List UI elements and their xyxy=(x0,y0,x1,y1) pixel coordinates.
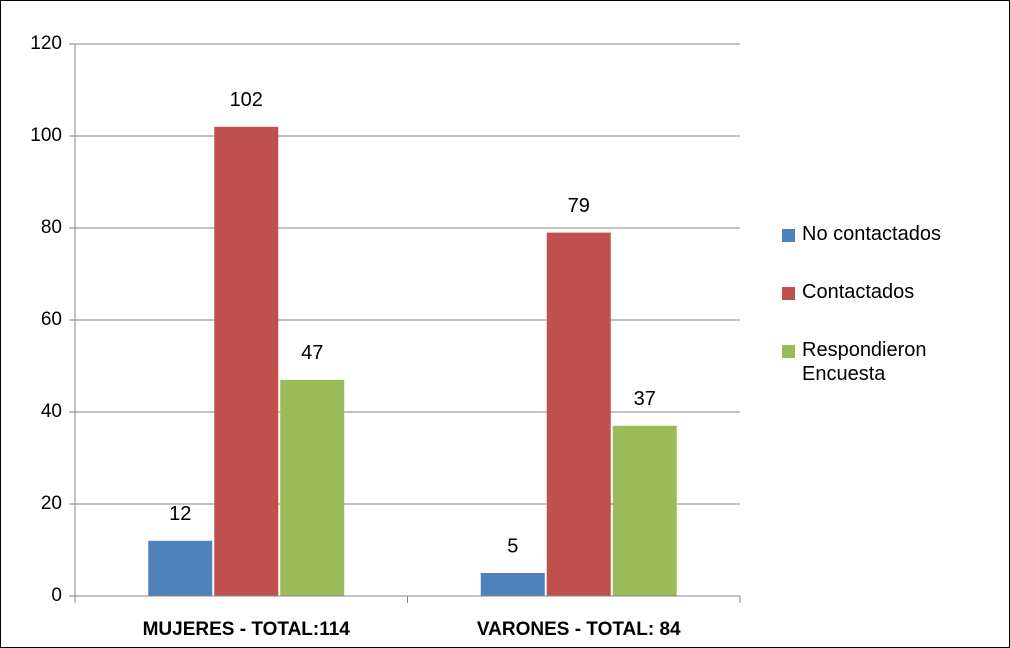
y-tick-label: 0 xyxy=(51,585,62,606)
value-label: 79 xyxy=(568,195,590,217)
legend-swatch xyxy=(782,287,795,300)
bar xyxy=(148,540,213,596)
legend-label: Contactados xyxy=(802,281,915,303)
legend-swatch xyxy=(782,229,795,242)
legend: No contactados Contactados Respondieron En… xyxy=(780,222,995,420)
value-label: 102 xyxy=(230,89,263,111)
value-label: 12 xyxy=(169,503,191,525)
x-tick-label: MUJERES - TOTAL:114 xyxy=(143,619,351,640)
y-tick-label: 120 xyxy=(30,33,62,54)
legend-item: Contactados xyxy=(780,280,995,304)
bar xyxy=(214,126,279,597)
legend-label: Respondieron Encuesta xyxy=(802,339,927,385)
bar xyxy=(280,379,345,596)
legend-item: No contactados xyxy=(780,222,995,246)
value-label: 5 xyxy=(507,535,518,557)
y-tick-label: 20 xyxy=(41,493,62,514)
value-label: 47 xyxy=(301,342,323,364)
legend-item: Respondieron Encuesta xyxy=(780,338,995,386)
value-label: 37 xyxy=(634,388,656,410)
y-tick-label: 40 xyxy=(41,401,62,422)
bar xyxy=(480,573,545,596)
y-tick-label: 80 xyxy=(41,217,62,238)
y-tick-label: 100 xyxy=(30,125,62,146)
legend-swatch xyxy=(782,345,795,358)
bar xyxy=(546,232,611,596)
x-tick-label: VARONES - TOTAL: 84 xyxy=(477,619,681,640)
y-tick-label: 60 xyxy=(41,309,62,330)
legend-label: No contactados xyxy=(802,223,941,245)
bar xyxy=(612,425,677,596)
